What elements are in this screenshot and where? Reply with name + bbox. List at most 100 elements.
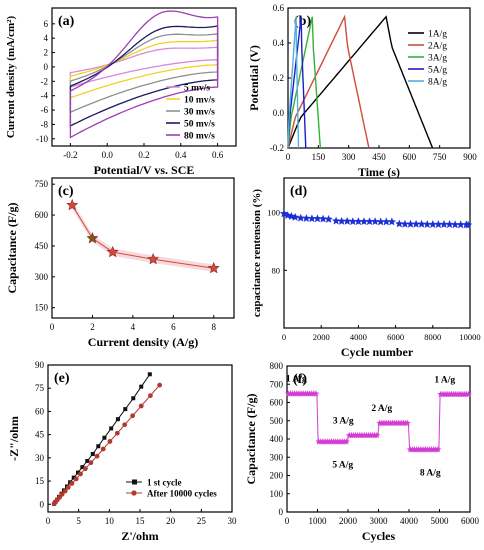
data-point xyxy=(331,216,341,225)
data-point xyxy=(139,384,144,389)
y-tick-label: 0.2 xyxy=(273,73,284,83)
data-point xyxy=(445,219,454,229)
x-tick-label: 10000 xyxy=(459,332,480,342)
panel-label: (d) xyxy=(290,184,307,199)
data-point xyxy=(106,245,119,258)
panel-label: (b) xyxy=(294,14,311,29)
data-point xyxy=(90,451,95,456)
cv-curve-4 xyxy=(69,10,219,139)
x-tick-label: 3000 xyxy=(370,516,389,526)
panel-c: 0 2 4 6 8 150 300 450 600 750 Current density (A/g… xyxy=(5,177,235,349)
rate-label: 3 A/g xyxy=(333,416,354,426)
rate-label: 2 A/g xyxy=(371,404,392,414)
x-axis-label: Z'/ohm xyxy=(121,529,158,543)
rate-label: 8 A/g xyxy=(420,469,441,479)
x-tick-label: -0.2 xyxy=(63,150,77,160)
x-tick-label: 15 xyxy=(136,516,146,526)
rate-label: 1 A/g xyxy=(286,375,307,385)
y-tick-label: 4 xyxy=(44,33,49,43)
data-point xyxy=(85,458,90,463)
legend-label: After 10000 cycles xyxy=(147,489,217,499)
x-tick-label: 30 xyxy=(228,516,238,526)
legend-label: 1A/g xyxy=(428,30,447,40)
panel-label: (f) xyxy=(293,372,307,387)
data-point xyxy=(312,390,320,397)
x-tick-label: 5 xyxy=(76,516,81,526)
data-point xyxy=(83,466,88,472)
y-tick-label: -8 xyxy=(41,119,49,129)
x-tick-label: 0 xyxy=(285,516,290,526)
panel-label: (c) xyxy=(58,184,74,199)
x-tick-label: 750 xyxy=(433,152,447,162)
x-tick-label: 20 xyxy=(166,516,176,526)
y-axis-label: Capacitance (F/g) xyxy=(244,394,258,485)
y-tick-label: -10 xyxy=(36,134,48,144)
x-tick-label: 300 xyxy=(342,152,356,162)
data-point xyxy=(96,444,101,449)
data-point xyxy=(417,219,426,228)
y-tick-label: 0 xyxy=(40,499,45,509)
gcd-curve-3 xyxy=(287,16,307,149)
data-point xyxy=(107,439,113,444)
data-point xyxy=(65,484,71,490)
data-point xyxy=(434,446,442,453)
y-axis-label: Current density (mA/cm²) xyxy=(5,16,17,139)
y-tick-label: 800 xyxy=(270,361,284,371)
x-axis-label: Time (s) xyxy=(358,165,400,179)
y-tick-label: -4 xyxy=(41,91,49,101)
y-tick-label: 30 xyxy=(35,453,45,463)
panel-e: 0 5 10 15 20 25 30 0 15 30 45 60 75 90 Z'/ohm -Z"/ohm (e… xyxy=(7,360,237,543)
y-axis-label: capacitance rentension (%) xyxy=(251,189,263,317)
y-tick-label: 600 xyxy=(270,398,284,408)
y-axis-label: -Z"/ohm xyxy=(7,416,21,461)
y-tick-label: 75 xyxy=(35,383,45,393)
x-tick-label: 1000 xyxy=(309,516,328,526)
data-point xyxy=(115,417,120,422)
y-axis-label: Capacitance (F/g) xyxy=(5,203,19,294)
data-point xyxy=(100,446,106,452)
data-point xyxy=(69,480,75,486)
y-tick-label: 750 xyxy=(35,179,49,189)
y-tick-label: 600 xyxy=(35,210,49,220)
x-tick-label: 8 xyxy=(212,322,217,332)
x-tick-label: 6000 xyxy=(461,516,480,526)
y-tick-label: 15 xyxy=(35,476,45,486)
x-tick-label: 10 xyxy=(105,516,115,526)
legend-label: 10 mv/s xyxy=(184,96,215,106)
cv-curve-3 xyxy=(69,25,219,127)
x-tick-label: 0.6 xyxy=(212,150,224,160)
y-tick-label: 0.6 xyxy=(273,3,285,13)
y-tick-label: -0.2 xyxy=(270,143,284,153)
x-tick-label: 5000 xyxy=(431,516,450,526)
data-point xyxy=(404,419,411,427)
rate-line xyxy=(287,393,470,451)
y-tick-label: 2 xyxy=(44,48,49,58)
x-tick-label: 0 xyxy=(286,152,291,162)
data-point xyxy=(343,216,352,225)
x-tick-label: 4 xyxy=(131,322,136,332)
x-tick-label: 2000 xyxy=(313,332,330,342)
y-tick-label: 400 xyxy=(270,434,284,444)
y-tick-label: 100 xyxy=(267,208,280,218)
panel-label: (e) xyxy=(54,371,70,386)
y-tick-label: 200 xyxy=(270,471,284,481)
x-axis-label: Cycle number xyxy=(341,345,414,359)
data-point xyxy=(343,438,350,445)
cv-curve-2 xyxy=(69,33,219,114)
legend-label: 2A/g xyxy=(428,42,447,52)
data-point xyxy=(88,460,94,466)
y-tick-label: 0 xyxy=(279,507,284,517)
data-point xyxy=(62,488,68,494)
x-tick-label: 2000 xyxy=(339,516,358,526)
legend-marker xyxy=(131,490,137,496)
y-tick-label: -2 xyxy=(41,76,49,86)
data-point xyxy=(71,475,76,480)
legend-label: 1 st cycle xyxy=(147,478,181,488)
rate-label: 1 A/g xyxy=(434,375,455,385)
data-point xyxy=(147,372,152,377)
rate-label: 5 A/g xyxy=(332,461,353,471)
y-tick-label: 150 xyxy=(35,303,49,313)
data-point xyxy=(123,407,128,412)
plot-frame xyxy=(283,177,471,329)
